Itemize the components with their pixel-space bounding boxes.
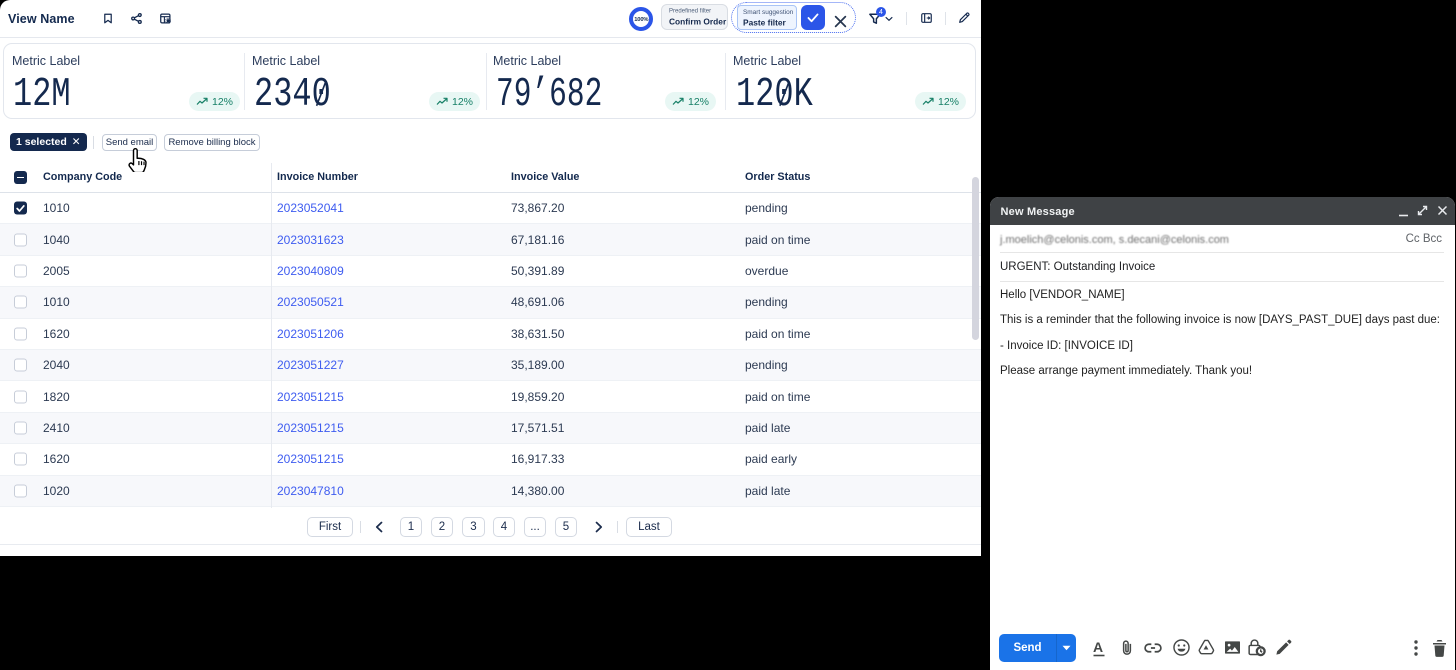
svg-text:A: A — [1093, 639, 1103, 655]
